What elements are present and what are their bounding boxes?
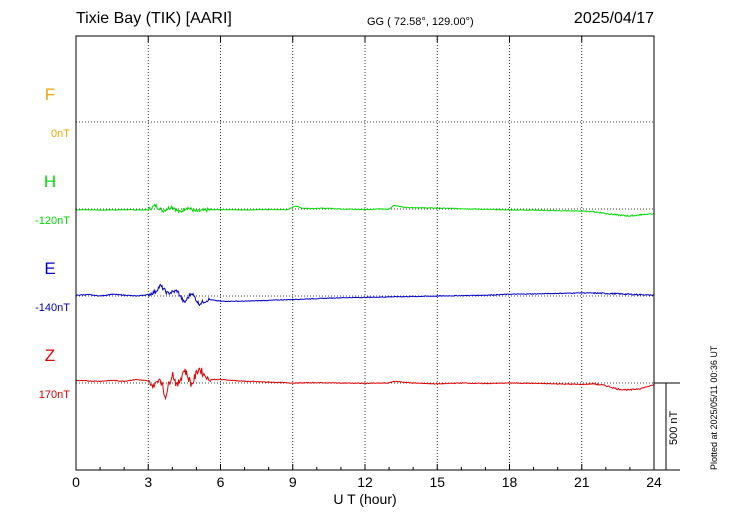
- x-tick-label: 15: [429, 474, 445, 490]
- series-label-z: Z: [44, 346, 56, 365]
- trace-z: [75, 367, 655, 401]
- x-tick-label: 18: [502, 474, 518, 490]
- trace-e: [75, 283, 655, 307]
- traces: [75, 203, 655, 401]
- baseline-label-z: 170nT: [38, 389, 70, 401]
- x-axis-label: U T (hour): [333, 491, 397, 507]
- station-coordinates: GG ( 72.58°, 129.00°): [367, 16, 474, 28]
- series-label-e: E: [44, 259, 56, 278]
- baseline-label-f: 0nT: [51, 128, 70, 140]
- baseline-label-e: -140nT: [35, 302, 70, 314]
- x-ticks: 0 3 6 9 12 15 18 21 24: [72, 36, 662, 490]
- series-label-f: F: [44, 85, 56, 104]
- trace-h: [75, 203, 654, 218]
- x-tick-label: 24: [646, 474, 662, 490]
- x-tick-label: 3: [144, 474, 152, 490]
- page-title: Tixie Bay (TIK) [AARI]: [76, 10, 232, 27]
- x-tick-label: 6: [217, 474, 225, 490]
- plot-date: 2025/04/17: [573, 10, 654, 27]
- series-label-h: H: [43, 172, 57, 191]
- x-tick-label: 0: [72, 474, 80, 490]
- grid: [76, 36, 654, 470]
- baseline-label-h: -120nT: [35, 215, 70, 227]
- x-tick-label: 21: [574, 474, 590, 490]
- scale-bar-label: 500 nT: [668, 410, 680, 445]
- x-tick-label: 12: [357, 474, 373, 490]
- x-tick-label: 9: [289, 474, 297, 490]
- plot-frame: [75, 35, 655, 471]
- plotted-timestamp: Plotted at 2025/05/11 00:36 UT: [709, 345, 719, 470]
